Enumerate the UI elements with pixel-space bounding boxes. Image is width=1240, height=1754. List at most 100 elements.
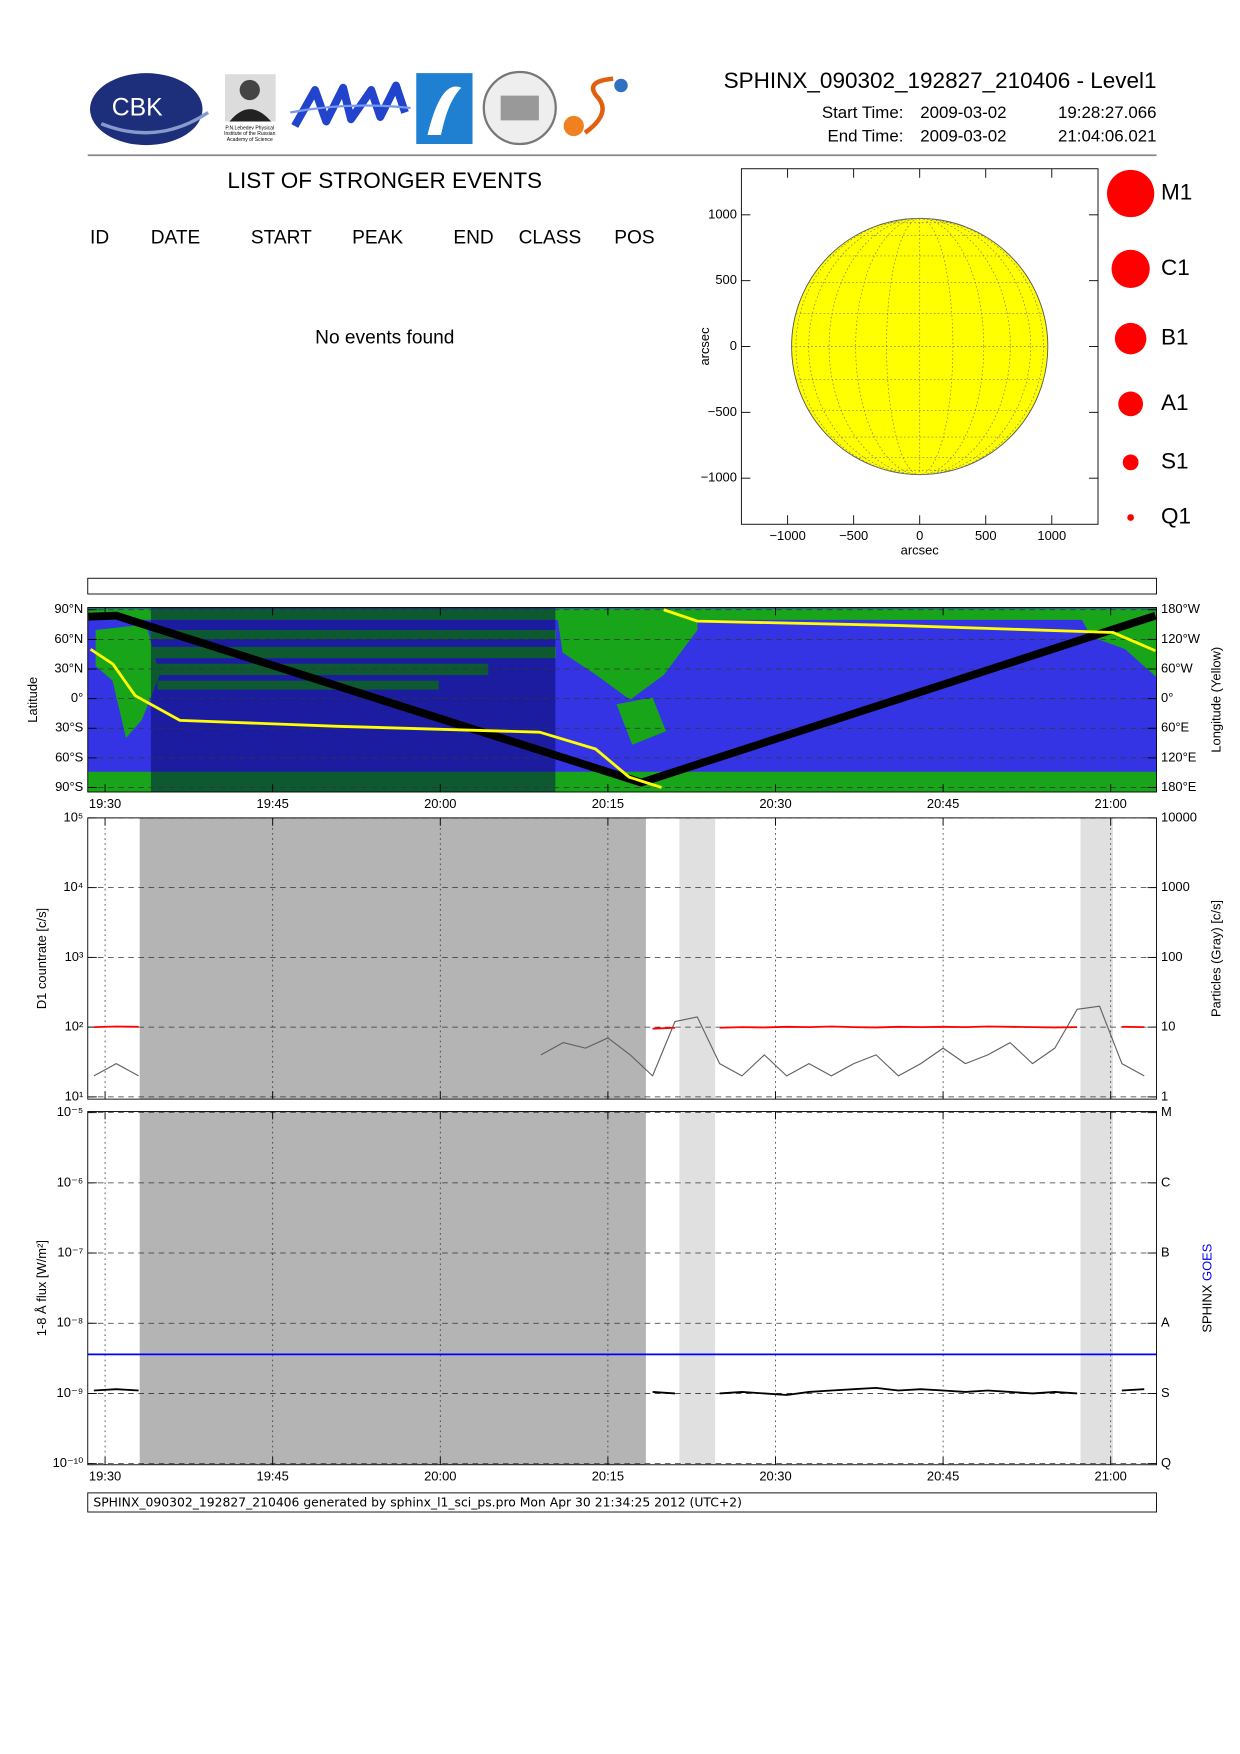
x-tick-label: 20:45 <box>927 796 959 811</box>
portrait-head <box>239 79 260 101</box>
y-tick-label: 10⁻⁵ <box>57 1104 84 1119</box>
y-tick-label: 10⁻⁸ <box>57 1315 84 1330</box>
land <box>95 624 160 739</box>
y-tick-label: 30°N <box>54 660 83 675</box>
series-line <box>93 1386 1145 1396</box>
y-tick-label: 500 <box>715 272 737 287</box>
events-message: No events found <box>315 328 454 349</box>
land <box>150 630 556 640</box>
legend-label: M1 <box>1161 179 1192 204</box>
x-tick-label: 20:30 <box>759 1469 791 1484</box>
lebedev-text: Academy of Science <box>227 137 273 143</box>
y2-tick-label: 1000 <box>1161 879 1190 894</box>
x-tick-label: 20:30 <box>759 796 791 811</box>
swirl-path <box>583 76 614 135</box>
events-column: END <box>453 228 493 249</box>
shaded-interval <box>1080 1111 1113 1465</box>
events-title: LIST OF STRONGER EVENTS <box>227 168 542 193</box>
y2-axis-label: Particles (Gray) [c/s] <box>1209 900 1224 1017</box>
longitude-line <box>663 608 1156 653</box>
y2-tick-label: 0° <box>1161 690 1173 705</box>
shaded-interval <box>139 817 646 1100</box>
y-tick-label: 1000 <box>708 206 737 221</box>
footer-text: SPHINX_090302_192827_210406 generated by… <box>93 1496 742 1510</box>
legend-entry: SPHINX <box>1200 1284 1215 1332</box>
legend: SPHINX GOES <box>1200 1243 1215 1332</box>
mian-logo <box>291 81 409 128</box>
swirl-globe <box>614 78 628 93</box>
shaded-interval <box>139 1111 646 1465</box>
x-tick-label: 500 <box>975 528 997 543</box>
x-tick-label: 19:45 <box>257 796 289 811</box>
x-tick-label: 20:45 <box>927 1469 959 1484</box>
legend-label: B1 <box>1161 325 1189 350</box>
plot-frame <box>87 1111 1157 1466</box>
series-line <box>93 1025 1145 1030</box>
events-column: POS <box>614 228 654 249</box>
events-column: DATE <box>151 228 201 249</box>
y2-tick-label: C <box>1161 1174 1170 1189</box>
y-axis-label: 1-8 Å flux [W/m²] <box>34 1240 49 1336</box>
y-tick-label: 30°S <box>55 720 84 735</box>
logos: CBK P.N.Lebedev Physical Institute of th… <box>90 70 628 146</box>
y-tick-label: 60°N <box>54 631 83 646</box>
legend-label: C1 <box>1161 255 1190 280</box>
legend-label: Q1 <box>1161 503 1191 528</box>
y-tick-label: 10⁻⁹ <box>57 1385 84 1400</box>
y-tick-label: 0 <box>730 338 737 353</box>
x-tick-label: 20:15 <box>592 796 624 811</box>
y2-tick-label: 180°W <box>1161 601 1201 616</box>
y-tick-label: −500 <box>708 404 737 419</box>
x-axis-label: arcsec <box>901 543 940 558</box>
y-tick-label: 10⁴ <box>63 879 83 894</box>
lebedev-text: P.N.Lebedev Physical <box>225 126 274 132</box>
land <box>556 613 698 700</box>
square-logo-arc <box>427 86 462 136</box>
y2-tick-label: 120°E <box>1161 749 1197 764</box>
y-tick-label: 60°S <box>55 749 84 764</box>
start-date: 2009-03-02 <box>920 103 1006 122</box>
shaded-interval <box>679 1111 716 1465</box>
land <box>157 680 439 690</box>
seal-building <box>500 95 539 121</box>
legend-marker <box>1127 514 1135 521</box>
x-tick-label: 19:45 <box>257 1469 289 1484</box>
legend-marker <box>1107 169 1155 218</box>
y2-tick-label: 60°W <box>1161 660 1194 675</box>
empty-strip <box>87 577 1157 595</box>
portrait-body <box>229 109 272 122</box>
y2-tick-label: 120°W <box>1161 631 1201 646</box>
y2-tick-label: M <box>1161 1104 1172 1119</box>
cbk-text: CBK <box>112 95 163 122</box>
y-tick-label: 10⁵ <box>64 809 84 824</box>
x-tick-label: −1000 <box>769 528 805 543</box>
end-time: 21:04:06.021 <box>1058 127 1156 146</box>
y2-tick-label: B <box>1161 1244 1170 1259</box>
y-axis-label: arcsec <box>697 327 712 366</box>
y-axis-label: D1 countrate [c/s] <box>34 908 49 1009</box>
orbit-track <box>88 611 1157 787</box>
legend-label: A1 <box>1161 390 1189 415</box>
plot-frame <box>87 817 1157 1100</box>
cbk-swoosh <box>100 111 210 135</box>
swirl-logo <box>563 115 584 137</box>
x-tick-label: 21:00 <box>1095 796 1127 811</box>
lebedev-text: Institute of the Russian <box>224 131 276 137</box>
land <box>616 697 667 745</box>
legend-entry: GOES <box>1200 1243 1215 1281</box>
shaded-interval <box>679 817 716 1100</box>
x-tick-label: 1000 <box>1037 528 1066 543</box>
x-tick-label: 19:30 <box>89 796 121 811</box>
y-tick-label: 10⁻¹⁰ <box>53 1455 84 1470</box>
plot-frame <box>87 607 1157 793</box>
y2-tick-label: 1 <box>1161 1088 1168 1103</box>
y2-tick-label: S <box>1161 1385 1170 1400</box>
y-tick-label: 10⁻⁶ <box>57 1174 84 1189</box>
legend-marker <box>1118 391 1144 417</box>
y-tick-label: 90°S <box>55 779 84 794</box>
land <box>87 771 1157 793</box>
y-axis-label: Latitude <box>25 677 40 723</box>
start-label: Start Time: <box>822 103 904 122</box>
y2-tick-label: Q <box>1161 1455 1171 1470</box>
